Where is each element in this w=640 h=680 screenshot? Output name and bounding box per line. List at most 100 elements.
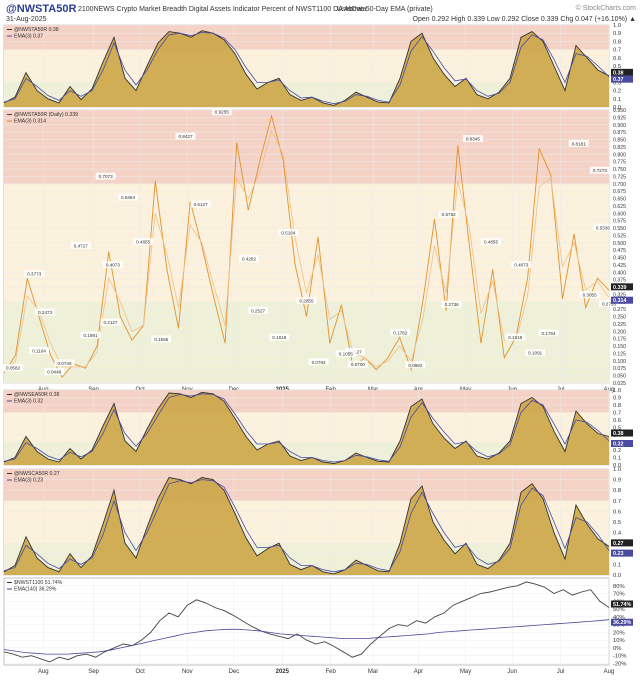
value-annotation: 0.7073 [99,174,113,179]
value-annotation: 0.0782 [312,360,326,365]
annotation-bg [44,368,65,376]
last-value-label: 0.38 [613,70,624,76]
y-tick-label: 0.7 [613,48,621,54]
last-value-label: 0.38 [613,431,624,437]
value-annotation: 0.3055 [583,293,597,298]
last-value-label: 0.27 [613,541,624,547]
y-tick-label: -10% [613,654,627,660]
last-value-tag [611,75,633,83]
legend-label: EMA(3) 0.32 [14,399,43,405]
annotation-bg [239,255,260,263]
legend-label: EMA(3) 0.23 [14,478,43,484]
y-tick-label: 0.9 [613,396,621,402]
y-tick-label: 0.250 [613,315,626,321]
series-line-0 [3,30,610,106]
value-annotation: 0.7273 [593,168,607,173]
value-annotation: 0.3773 [27,272,41,277]
last-value-tag [611,283,633,291]
x-tick-label: 2025 [276,669,290,675]
value-annotation: 0.2473 [38,310,52,315]
last-value-label: 0.339 [613,285,627,291]
value-annotation: 0.5782 [442,212,456,217]
y-tick-label: 0.0 [613,463,621,469]
last-value-tag [611,600,633,608]
annotation-bg [525,349,546,357]
annotation-bg [438,210,459,218]
annotation-bg [347,360,368,368]
y-tick-label: 0.2 [613,89,621,95]
y-tick-label: 0.700 [613,182,626,188]
overbought-zone [4,390,609,413]
overbought-zone [4,25,609,50]
annotation-bg [95,172,116,180]
y-tick-label: 0.6 [613,418,621,424]
y-tick-label: 0.275 [613,307,626,313]
y-tick-label: 0.650 [613,197,626,203]
legend-label: @NWSCA50R 0.27 [14,471,60,477]
value-annotation: 0.1782 [393,330,407,335]
value-annotation: 0.6127 [194,202,208,207]
y-tick-label: 0.225 [613,322,626,328]
legend-label: EMA(3) 0.314 [14,119,46,125]
value-annotation: 0.1164 [32,349,46,354]
y-tick-label: 0.800 [613,152,626,158]
annotation-bg [190,200,211,208]
annotation-bg [568,139,589,147]
last-value-tag [611,618,633,626]
value-annotation: 0.1618 [508,335,522,340]
value-annotation: 0.1555 [154,337,168,342]
annotation-bg [538,329,559,337]
y-tick-label: 0.725 [613,174,626,180]
y-tick-label: 0.825 [613,145,626,151]
y-tick-label: 0.5 [613,520,621,526]
y-tick-label: 0.400 [613,270,626,276]
x-tick-label: Apr [414,669,423,675]
value-annotation: 0.0582 [6,366,20,371]
value-annotation: 0.1764 [541,331,555,336]
y-tick-label: 70% [613,592,625,598]
y-tick-label: 0.8 [613,488,621,494]
y-tick-label: 0.750 [613,167,626,173]
annotation-bg [24,270,45,278]
y-tick-label: 0.175 [613,337,626,343]
y-tick-label: 80% [613,584,625,590]
y-tick-label: 0.850 [613,138,626,144]
y-tick-label: 50% [613,607,625,613]
y-tick-label: 0.775 [613,160,626,166]
y-tick-label: 0.550 [613,226,626,232]
last-value-tag [611,68,633,76]
value-annotation: 0.0746 [57,361,71,366]
legend-label: @NWSTA50R (Daily) 0.339 [14,112,78,118]
y-tick-label: 0.1 [613,456,621,462]
annotation-bg [133,238,154,246]
series-line-1 [3,31,610,105]
x-tick-label: May [460,669,471,675]
value-annotation: 0.1691 [83,333,97,338]
y-tick-label: 40% [613,615,625,621]
series-line-0 [3,581,610,663]
last-value-tag [611,429,633,437]
value-annotation: 0.2755 [602,302,616,307]
x-tick-label: Aug [38,669,49,675]
y-tick-label: 0.6 [613,509,621,515]
y-tick-label: 0.3 [613,80,621,86]
chart-date: 31-Aug-2025 [6,16,47,23]
y-tick-label: 20% [613,630,625,636]
last-value-label: 0.23 [613,551,624,557]
value-annotation: 0.0700 [351,362,365,367]
value-annotation: 0.2855 [299,299,313,304]
value-annotation: 0.4073 [514,263,528,268]
legend-label: EMA(3) 0.37 [14,34,43,40]
annotation-bg [29,347,50,355]
annotation-bg [296,297,317,305]
y-tick-label: 0.2 [613,448,621,454]
y-tick-label: 0.450 [613,256,626,262]
x-tick-label: Aug [604,669,615,675]
y-tick-label: 0.1 [613,97,621,103]
y-tick-label: 0.6 [613,56,621,62]
annotation-bg [592,223,613,231]
y-tick-label: 0.100 [613,359,626,365]
annotation-bg [269,333,290,341]
x-tick-label: Sep [88,669,99,675]
